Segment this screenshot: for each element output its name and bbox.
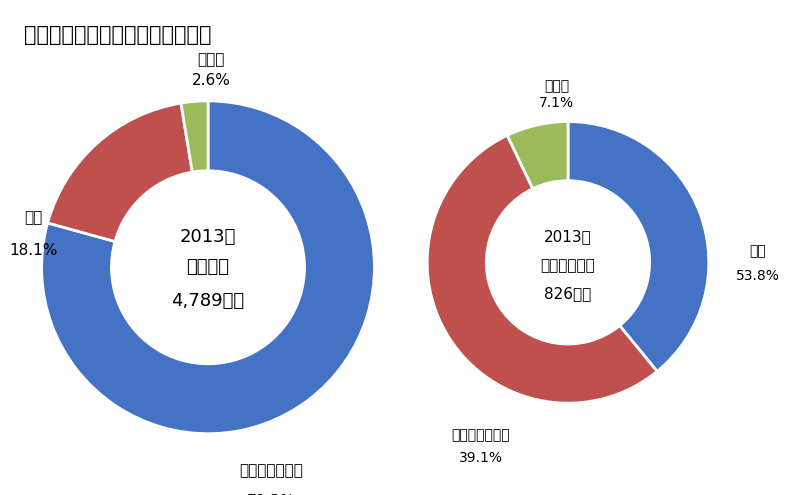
Text: 4,789トン: 4,789トン: [171, 292, 245, 309]
Text: 台湾: 台湾: [24, 210, 42, 225]
Text: （３）輸入先別　輸入数量シェア: （３）輸入先別 輸入数量シェア: [24, 25, 211, 45]
Wedge shape: [507, 122, 568, 189]
Text: 53.8%: 53.8%: [736, 269, 780, 284]
Text: 成田空港数量: 成田空港数量: [541, 258, 595, 273]
Text: 7.1%: 7.1%: [539, 97, 574, 110]
Text: その他: その他: [544, 79, 570, 94]
Wedge shape: [42, 101, 374, 434]
Text: 79.3%: 79.3%: [247, 494, 295, 495]
Text: 2.6%: 2.6%: [192, 73, 230, 88]
Wedge shape: [48, 103, 192, 242]
Text: 826トン: 826トン: [544, 286, 592, 301]
Text: 2013年: 2013年: [544, 230, 592, 245]
Wedge shape: [427, 135, 657, 403]
Text: 2013年: 2013年: [180, 228, 236, 247]
Text: 39.1%: 39.1%: [458, 451, 502, 465]
Text: その他: その他: [198, 52, 225, 68]
Wedge shape: [568, 122, 709, 371]
Wedge shape: [181, 101, 208, 172]
Text: 18.1%: 18.1%: [9, 243, 58, 258]
Text: 全国数量: 全国数量: [186, 258, 230, 276]
Text: 中華人民共和国: 中華人民共和国: [451, 429, 510, 443]
Text: 台湾: 台湾: [750, 244, 766, 258]
Text: 中華人民共和国: 中華人民共和国: [239, 464, 303, 479]
